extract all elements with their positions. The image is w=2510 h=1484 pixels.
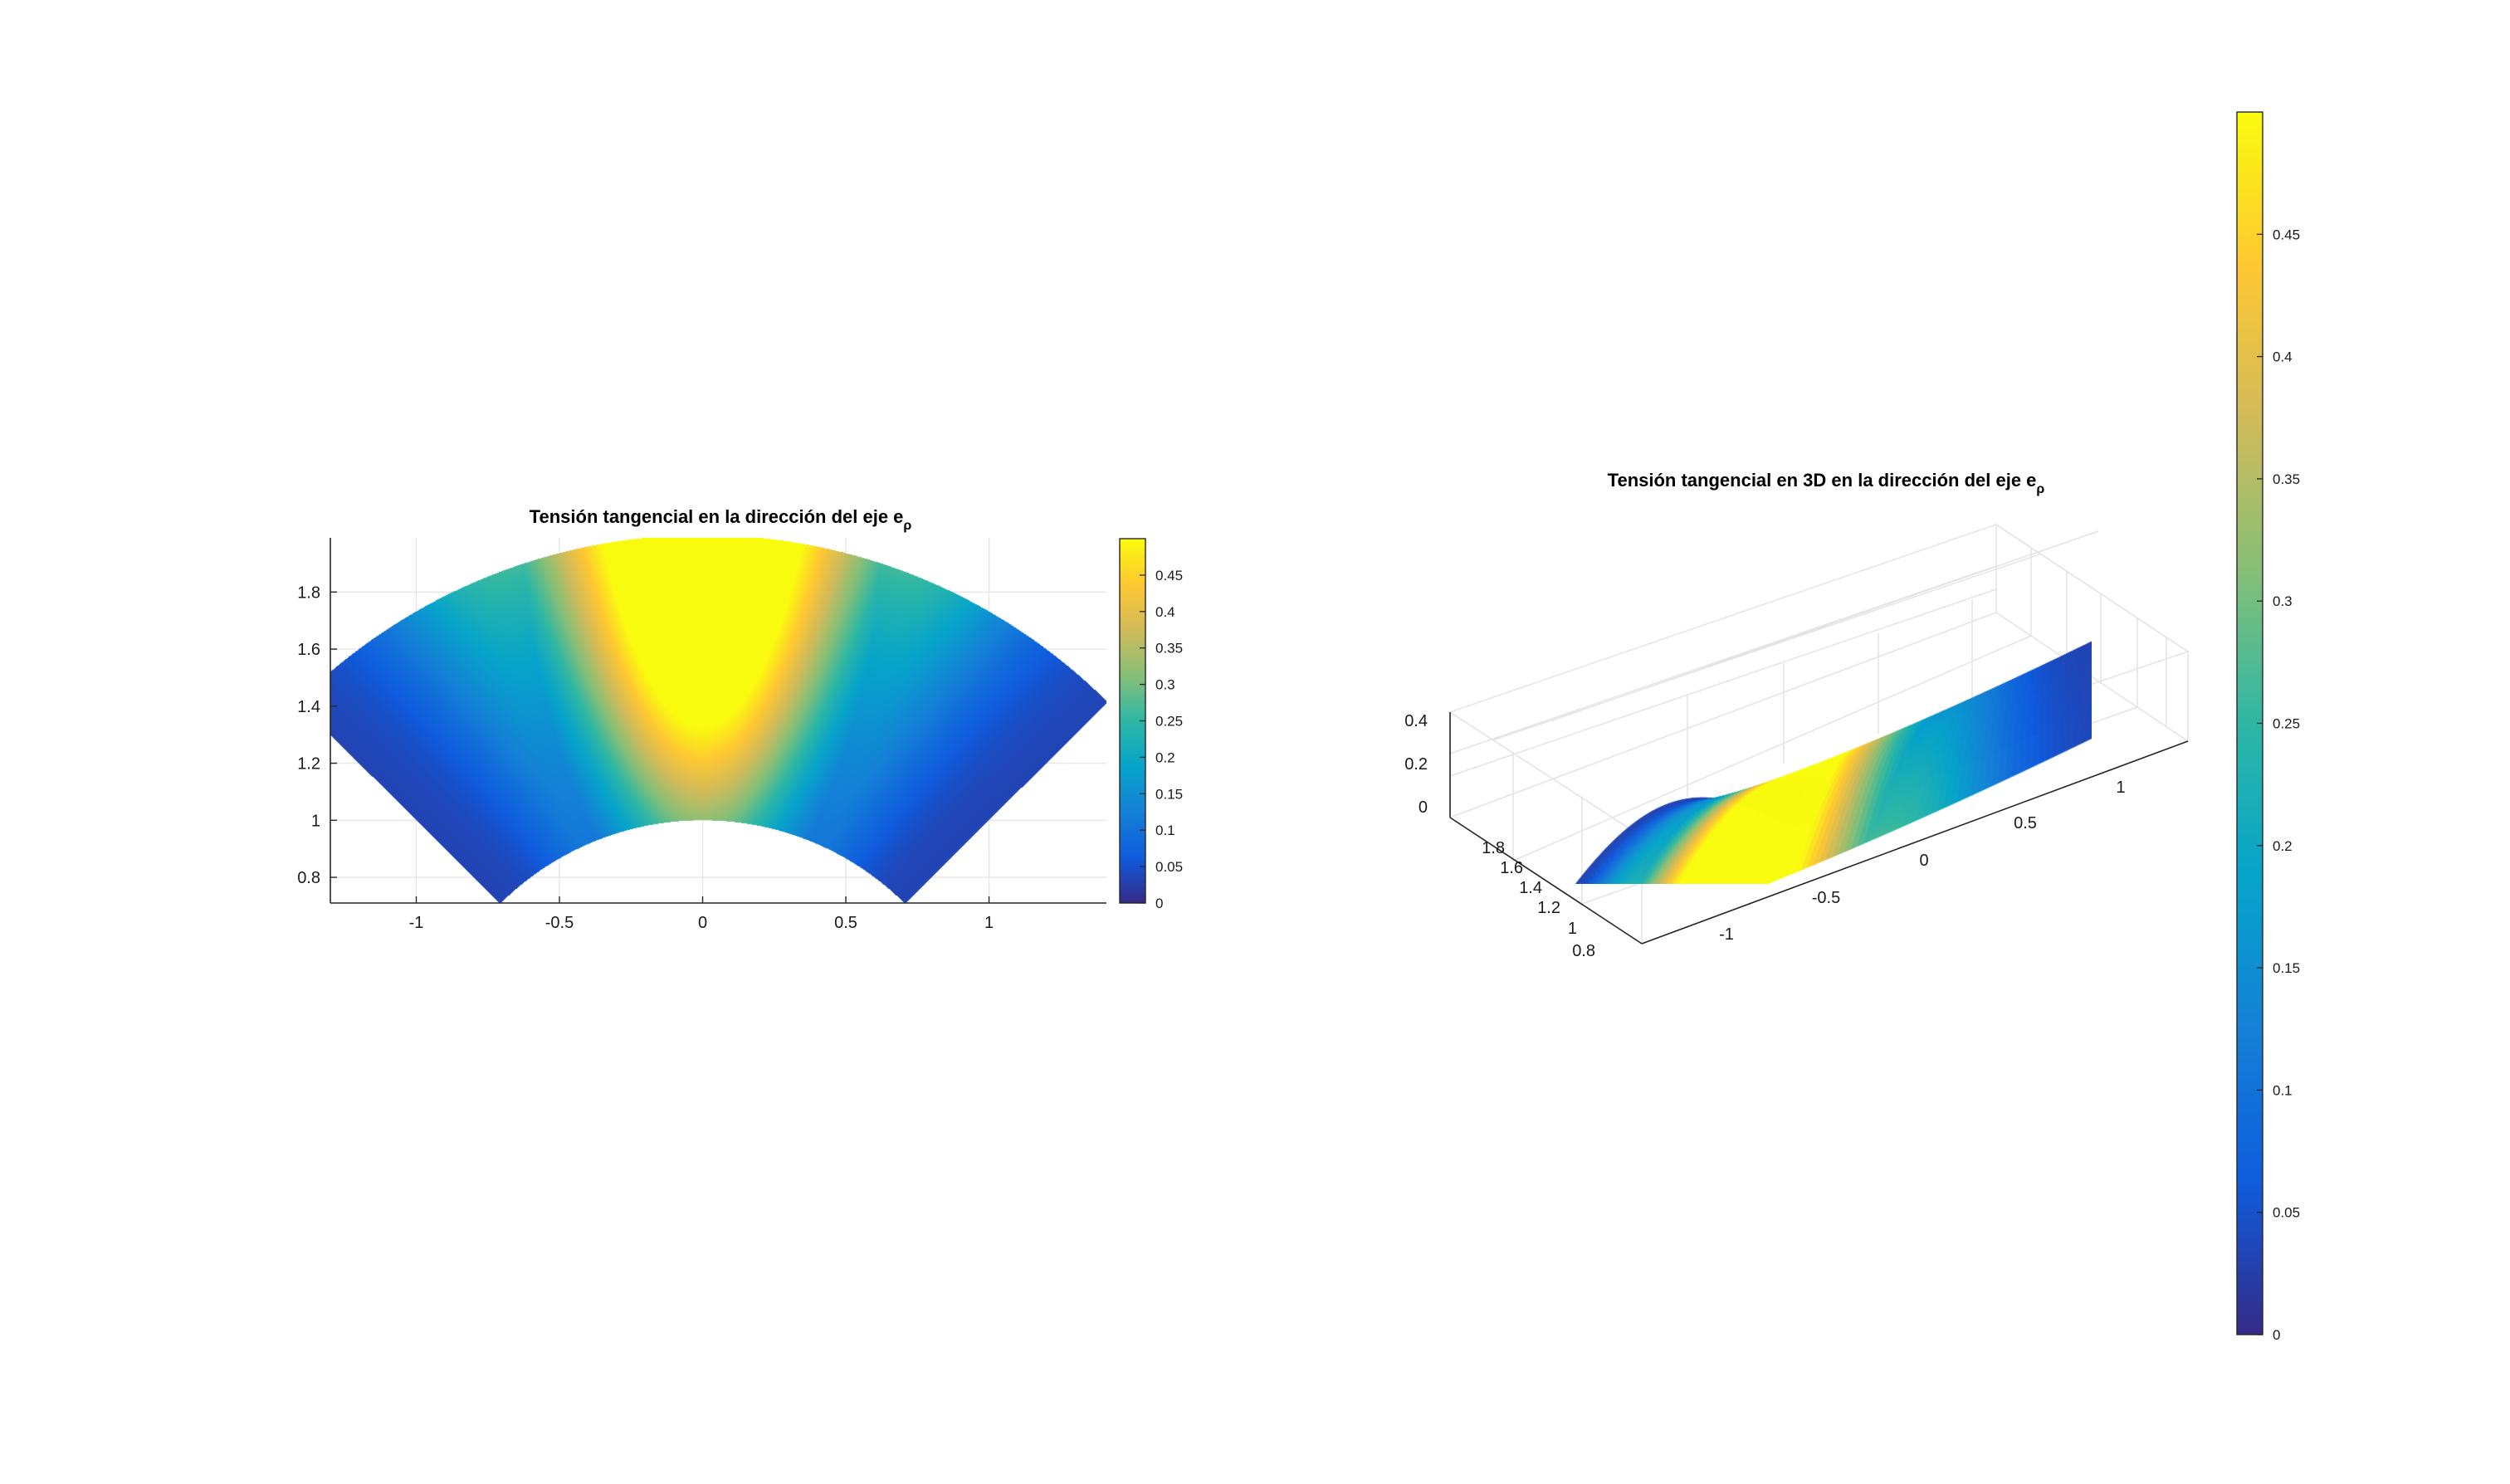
colorbar-2d-ticks: 0 0.05 0.1 0.15 0.2 0.25 0.3 0.35 0.4 0.45 xyxy=(1140,568,1183,911)
colorbar-2d-tick-label: 0.15 xyxy=(1155,786,1183,802)
colorbar-2d-tick-label: 0.4 xyxy=(1155,604,1175,620)
colorbar-3d-tick-label: 0.25 xyxy=(2273,716,2300,732)
colorbar-3d-tick-label: 0.4 xyxy=(2273,349,2293,365)
chart-2d-xticks: -1 -0.5 0 0.5 1 xyxy=(409,896,994,932)
ztick-3d-label: 0.2 xyxy=(1404,755,1428,774)
chart-2d-heatmap-surface xyxy=(330,538,1106,903)
xtick-3d-label: -1 xyxy=(1719,925,1734,944)
colorbar-3d-tick-label: 0.2 xyxy=(2273,838,2293,854)
chart-3d-ticks: -1 -0.5 0 0.5 1 0.8 1 1.2 1.4 1.6 1.8 0 0.2 0.4 xyxy=(1404,712,2125,960)
ytick-3d-label: 0.8 xyxy=(1572,942,1595,960)
xtick-2d-label: 1 xyxy=(984,914,994,932)
ytick-2d-label: 1 xyxy=(311,812,320,830)
colorbar-3d-tick-label: 0 xyxy=(2273,1327,2280,1343)
ytick-3d-label: 1.4 xyxy=(1519,879,1542,897)
xtick-2d-label: -1 xyxy=(409,914,424,932)
colorbar-2d-tick-label: 0.45 xyxy=(1155,568,1183,583)
xtick-3d-label: 0 xyxy=(1919,852,1928,870)
chart-2d-axes xyxy=(330,538,1106,904)
ytick-2d-label: 1.6 xyxy=(297,641,320,659)
colorbar-2d-tick-label: 0.25 xyxy=(1155,714,1183,730)
colorbar-2d-tick-label: 0.3 xyxy=(1155,677,1175,693)
xtick-2d-label: 0.5 xyxy=(834,914,857,932)
ytick-2d-label: 1.4 xyxy=(297,698,320,716)
xtick-2d-label: -0.5 xyxy=(545,914,574,932)
colorbar-3d-tick-label: 0.45 xyxy=(2273,227,2300,242)
colorbar-2d-tick-label: 0 xyxy=(1155,896,1163,911)
colorbar-2d-tick-label: 0.05 xyxy=(1155,859,1183,875)
ytick-3d-label: 1.8 xyxy=(1482,839,1505,857)
chart-3d: Tensión tangencial en 3D en la dirección… xyxy=(1404,111,2300,1343)
colorbar-3d-ticks: 0 0.05 0.1 0.15 0.2 0.25 0.3 0.35 0.4 0.45 xyxy=(2257,227,2300,1343)
ytick-2d-label: 1.8 xyxy=(297,583,320,602)
xtick-3d-label: 0.5 xyxy=(2014,814,2037,832)
ytick-2d-label: 1.2 xyxy=(297,755,320,774)
chart-2d-colorbar: 0 0.05 0.1 0.15 0.2 0.25 0.3 0.35 0.4 0.45 xyxy=(1119,538,1183,911)
chart-3d-title: Tensión tangencial en 3D en la dirección… xyxy=(1608,470,2045,496)
chart-2d-yticks: 0.8 1 1.2 1.4 1.6 1.8 xyxy=(297,583,337,887)
chart-2d: Tensión tangencial en la dirección del e… xyxy=(297,506,1183,932)
colorbar-2d-tick-label: 0.2 xyxy=(1155,749,1175,765)
ytick-2d-label: 0.8 xyxy=(297,869,320,887)
ytick-3d-label: 1.2 xyxy=(1537,899,1560,917)
ytick-3d-label: 1.6 xyxy=(1500,859,1523,877)
grid-3d-line xyxy=(2030,548,2167,727)
colorbar-3d-tick-label: 0.15 xyxy=(2273,960,2300,976)
chart-3d-colorbar: 0 0.05 0.1 0.15 0.2 0.25 0.3 0.35 0.4 0.45 xyxy=(2236,111,2300,1343)
colorbar-3d-tick-label: 0.35 xyxy=(2273,471,2300,487)
colorbar-2d-tick-label: 0.35 xyxy=(1155,641,1183,657)
xtick-3d-label: -0.5 xyxy=(1812,889,1840,907)
xtick-3d-label: 1 xyxy=(2116,779,2125,797)
ztick-3d-label: 0 xyxy=(1419,798,1428,817)
ytick-3d-label: 1 xyxy=(1568,920,1577,938)
colorbar-3d-tick-label: 0.05 xyxy=(2273,1205,2300,1221)
chart-3d-surface xyxy=(1511,618,2092,884)
chart-2d-title: Tensión tangencial en la dirección del e… xyxy=(530,506,912,533)
colorbar-2d-tick-label: 0.1 xyxy=(1155,823,1175,838)
colorbar-3d-tick-label: 0.3 xyxy=(2273,593,2293,609)
xtick-2d-label: 0 xyxy=(698,914,707,932)
colorbar-3d-tick-label: 0.1 xyxy=(2273,1082,2293,1098)
ztick-3d-label: 0.4 xyxy=(1404,712,1428,730)
